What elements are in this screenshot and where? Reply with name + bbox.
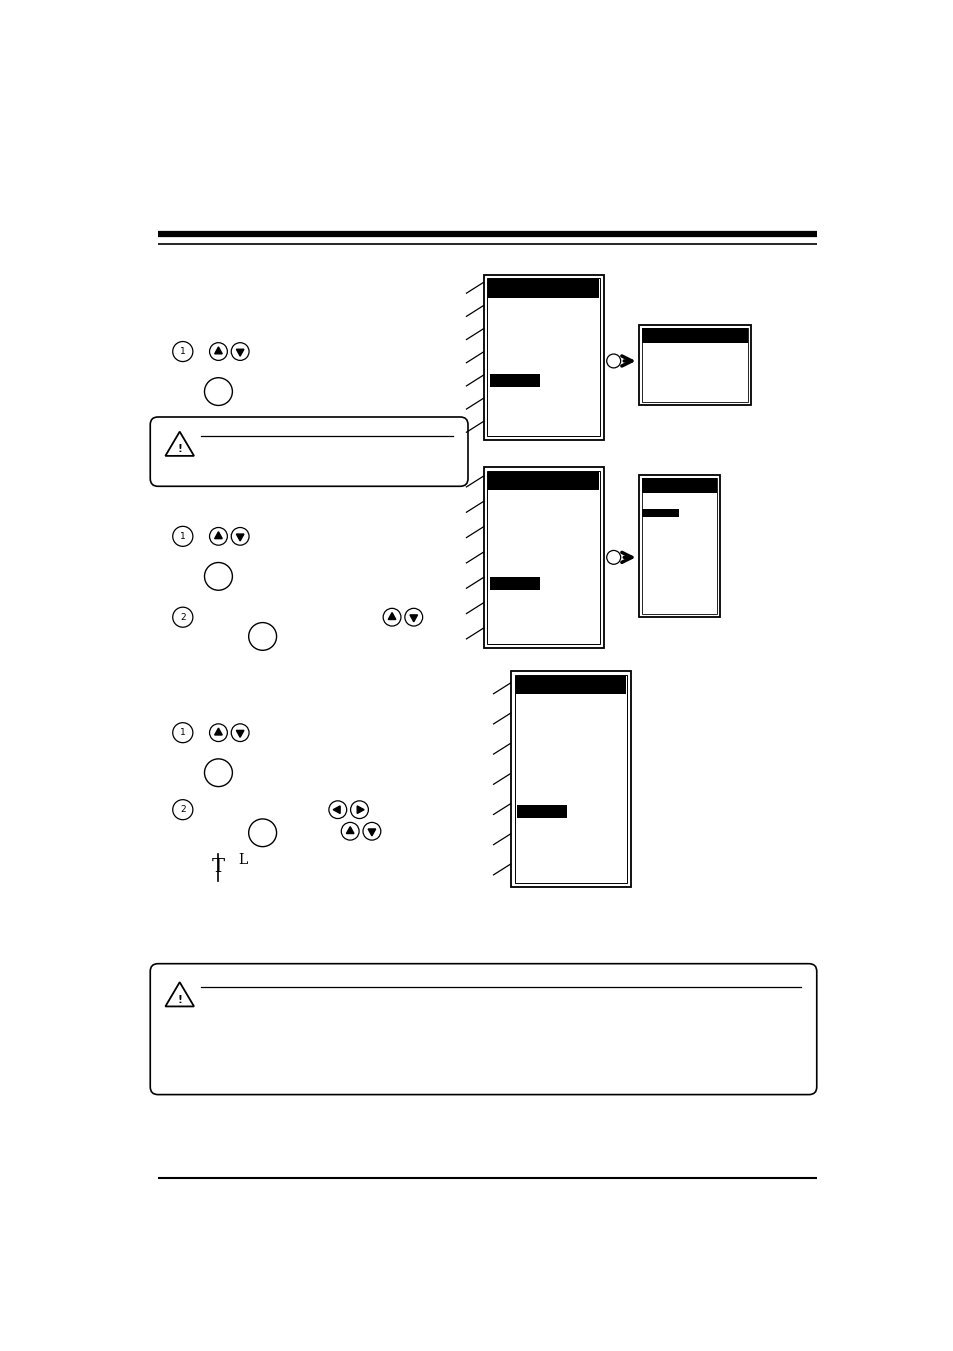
- Polygon shape: [356, 807, 364, 813]
- Bar: [641, 478, 716, 493]
- Polygon shape: [333, 807, 340, 813]
- Circle shape: [341, 823, 358, 840]
- Circle shape: [383, 608, 400, 626]
- Text: 2: 2: [180, 613, 186, 621]
- Bar: [489, 374, 539, 388]
- Circle shape: [172, 723, 193, 743]
- Text: 1: 1: [180, 532, 186, 540]
- Circle shape: [204, 759, 233, 786]
- Text: T: T: [212, 858, 225, 877]
- Circle shape: [231, 527, 249, 546]
- Bar: [488, 280, 598, 297]
- Bar: [487, 278, 599, 436]
- Circle shape: [231, 343, 249, 361]
- Circle shape: [606, 354, 620, 367]
- Polygon shape: [368, 830, 375, 836]
- Polygon shape: [214, 532, 222, 539]
- Bar: [510, 671, 630, 886]
- FancyBboxPatch shape: [150, 963, 816, 1094]
- Bar: [487, 471, 599, 644]
- Polygon shape: [165, 982, 193, 1006]
- Circle shape: [210, 724, 227, 742]
- Bar: [483, 467, 603, 648]
- Polygon shape: [410, 615, 417, 621]
- Bar: [641, 328, 747, 343]
- Circle shape: [350, 801, 368, 819]
- Circle shape: [172, 342, 193, 362]
- FancyBboxPatch shape: [150, 417, 468, 486]
- Bar: [641, 478, 716, 615]
- Bar: [641, 509, 679, 517]
- Polygon shape: [236, 731, 244, 738]
- Text: !: !: [177, 994, 182, 1005]
- Circle shape: [210, 343, 227, 361]
- Polygon shape: [165, 431, 193, 455]
- Circle shape: [249, 819, 276, 847]
- Polygon shape: [236, 350, 244, 357]
- Circle shape: [249, 623, 276, 650]
- Circle shape: [204, 562, 233, 590]
- Circle shape: [362, 823, 380, 840]
- Bar: [641, 328, 747, 403]
- Bar: [515, 676, 625, 694]
- Bar: [483, 274, 603, 440]
- Text: 1: 1: [180, 347, 186, 357]
- Circle shape: [172, 527, 193, 546]
- Circle shape: [210, 527, 227, 546]
- Circle shape: [172, 800, 193, 820]
- Circle shape: [231, 724, 249, 742]
- Polygon shape: [214, 728, 222, 735]
- Circle shape: [404, 608, 422, 626]
- Polygon shape: [346, 827, 354, 834]
- Text: 2: 2: [180, 805, 186, 815]
- Circle shape: [204, 378, 233, 405]
- Text: L: L: [238, 854, 248, 867]
- Bar: [514, 676, 626, 882]
- Text: 1: 1: [180, 728, 186, 738]
- Bar: [489, 577, 539, 590]
- Circle shape: [172, 607, 193, 627]
- Bar: [638, 324, 750, 405]
- Bar: [488, 471, 598, 490]
- Polygon shape: [214, 347, 222, 354]
- Bar: [517, 805, 567, 817]
- Circle shape: [329, 801, 346, 819]
- Text: !: !: [177, 444, 182, 454]
- Polygon shape: [236, 534, 244, 540]
- Polygon shape: [388, 612, 395, 620]
- Circle shape: [606, 550, 620, 565]
- Bar: [638, 474, 720, 617]
